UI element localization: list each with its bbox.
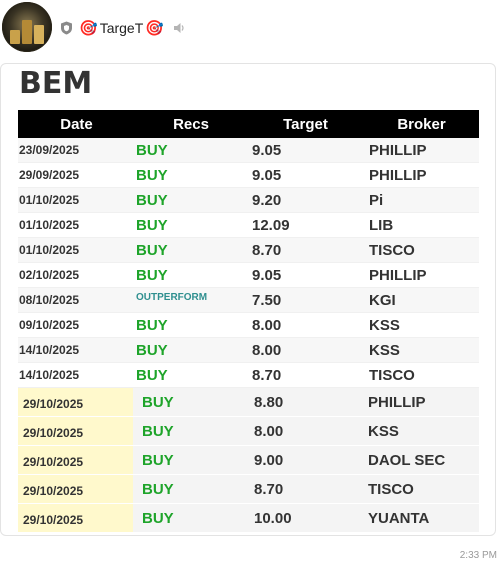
cell-target: 8.00 [252, 316, 282, 334]
cell-date: 29/10/2025 [18, 504, 133, 532]
sender-row: 🎯 TargeT 🎯 [60, 17, 186, 39]
cell-rec: BUY [142, 393, 174, 411]
cell-rec: BUY [136, 216, 168, 234]
cell-target: 8.70 [252, 366, 282, 384]
cell-rec: BUY [136, 366, 168, 384]
table-header: Date Recs Target Broker [18, 110, 479, 138]
cell-broker: DAOL SEC [368, 451, 446, 469]
table-row: 23/09/2025 BUY 9.05 PHILLIP [18, 138, 479, 163]
cell-broker: KSS [369, 316, 400, 334]
cell-target: 9.05 [252, 266, 282, 284]
cell-target: 7.50 [252, 291, 282, 309]
cell-broker: KSS [368, 422, 399, 440]
cell-target: 8.00 [252, 341, 282, 359]
cell-rec: BUY [136, 241, 168, 259]
cell-rec: BUY [142, 451, 174, 469]
cell-target: 9.05 [252, 141, 282, 159]
cell-date: 29/10/2025 [18, 388, 133, 416]
cell-target: 12.09 [252, 216, 290, 234]
column-header-broker: Broker [397, 115, 446, 133]
speaker-icon[interactable] [172, 21, 186, 35]
cell-target: 9.20 [252, 191, 282, 209]
table-row: 01/10/2025 BUY 12.09 LIB [18, 213, 479, 238]
table-row: 01/10/2025 BUY 8.70 TISCO [18, 238, 479, 263]
recommendation-table: Date Recs Target Broker 23/09/2025 BUY 9… [18, 110, 479, 533]
cell-date: 08/10/2025 [19, 293, 80, 307]
cell-target: 10.00 [254, 509, 292, 527]
sender-name[interactable]: 🎯 TargeT 🎯 [79, 20, 164, 36]
cell-rec: BUY [142, 509, 174, 527]
cell-rec: BUY [136, 341, 168, 359]
avatar-bar [22, 20, 32, 44]
cell-target: 8.70 [254, 480, 284, 498]
cell-date: 09/10/2025 [19, 318, 80, 332]
table-row: 14/10/2025 BUY 8.70 TISCO [18, 363, 479, 388]
cell-broker: Pi [369, 191, 384, 209]
cell-target: 8.70 [252, 241, 282, 259]
cell-rec: BUY [142, 422, 174, 440]
cell-date: 29/09/2025 [19, 168, 80, 182]
column-header-target: Target [283, 115, 328, 133]
cell-rec: BUY [142, 480, 174, 498]
cell-broker: KSS [369, 341, 400, 359]
table-row: 02/10/2025 BUY 9.05 PHILLIP [18, 263, 479, 288]
cell-rec: BUY [136, 166, 168, 184]
cell-rec: OUTPERFORM [136, 291, 208, 303]
cell-broker: YUANTA [368, 509, 430, 527]
cell-broker: KGI [369, 291, 396, 309]
cell-target: 8.80 [254, 393, 284, 411]
cell-date: 14/10/2025 [19, 368, 80, 382]
cell-target: 9.05 [252, 166, 282, 184]
table-row: 14/10/2025 BUY 8.00 KSS [18, 338, 479, 363]
table-row: 29/09/2025 BUY 9.05 PHILLIP [18, 163, 479, 188]
cell-target: 8.00 [254, 422, 284, 440]
cell-date: 01/10/2025 [19, 193, 80, 207]
cell-broker: PHILLIP [369, 266, 427, 284]
cell-broker: LIB [369, 216, 394, 234]
table-row-highlighted: 29/10/2025 BUY 8.00 KSS [18, 417, 479, 446]
table-row: 08/10/2025 OUTPERFORM 7.50 KGI [18, 288, 479, 313]
cell-rec: BUY [136, 316, 168, 334]
cell-broker: TISCO [369, 241, 415, 259]
cell-broker: TISCO [368, 480, 414, 498]
cell-broker: PHILLIP [369, 141, 427, 159]
cell-target: 9.00 [254, 451, 284, 469]
message-timestamp: 2:33 PM [459, 550, 497, 561]
shield-icon [61, 21, 72, 35]
target-icon: 🎯 [145, 19, 164, 37]
column-header-recs: Recs [173, 115, 209, 133]
table-row-highlighted: 29/10/2025 BUY 8.70 TISCO [18, 475, 479, 504]
table-row: 01/10/2025 BUY 9.20 Pi [18, 188, 479, 213]
cell-rec: BUY [136, 266, 168, 284]
cell-broker: TISCO [369, 366, 415, 384]
cell-date: 01/10/2025 [19, 218, 80, 232]
avatar-bar [10, 30, 20, 44]
sender-name-text: TargeT [99, 20, 144, 36]
cell-date: 02/10/2025 [19, 268, 80, 282]
table-body: 23/09/2025 BUY 9.05 PHILLIP 29/09/2025 B… [18, 138, 479, 388]
table-row: 09/10/2025 BUY 8.00 KSS [18, 313, 479, 338]
cell-broker: PHILLIP [369, 166, 427, 184]
highlighted-rows: 29/10/2025 BUY 8.80 PHILLIP 29/10/2025 B… [18, 388, 479, 533]
table-row-highlighted: 29/10/2025 BUY 8.80 PHILLIP [18, 388, 479, 417]
target-icon: 🎯 [79, 19, 98, 37]
column-header-date: Date [60, 115, 93, 133]
message-card: BEM Date Recs Target Broker 23/09/2025 B… [0, 63, 496, 536]
sender-avatar[interactable] [2, 2, 52, 52]
cell-date: 01/10/2025 [19, 243, 80, 257]
cell-rec: BUY [136, 141, 168, 159]
cell-date: 29/10/2025 [18, 446, 133, 474]
table-row-highlighted: 29/10/2025 BUY 10.00 YUANTA [18, 504, 479, 533]
cell-date: 23/09/2025 [19, 143, 80, 157]
cell-broker: PHILLIP [368, 393, 426, 411]
stock-title: BEM [19, 66, 93, 101]
cell-date: 14/10/2025 [19, 343, 80, 357]
cell-date: 29/10/2025 [18, 475, 133, 503]
cell-rec: BUY [136, 191, 168, 209]
table-row-highlighted: 29/10/2025 BUY 9.00 DAOL SEC [18, 446, 479, 475]
avatar-bar [34, 25, 44, 44]
cell-date: 29/10/2025 [18, 417, 133, 445]
